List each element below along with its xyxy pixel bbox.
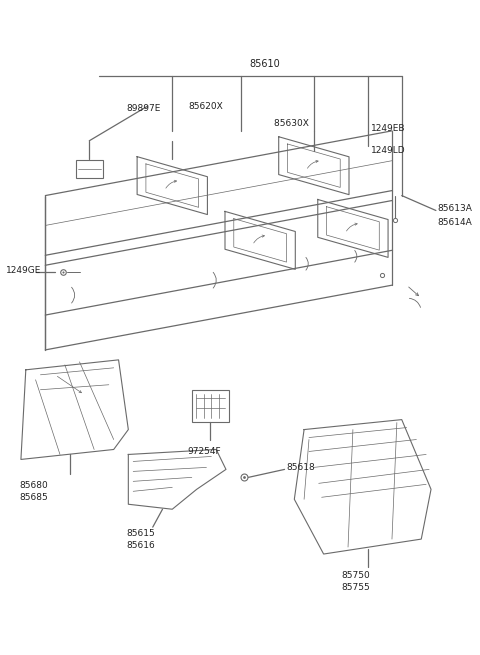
Text: 85615: 85615 (126, 529, 155, 538)
Text: 85750: 85750 (341, 571, 370, 580)
Text: 85616: 85616 (126, 541, 155, 550)
Text: 85620X: 85620X (189, 102, 224, 111)
Text: 85755: 85755 (341, 583, 370, 592)
Text: 1249LD: 1249LD (371, 146, 405, 155)
Text: 85613A: 85613A (437, 204, 472, 213)
Text: 85618: 85618 (287, 463, 315, 472)
Text: 1249EB: 1249EB (371, 124, 405, 133)
Text: 97254F: 97254F (187, 447, 220, 457)
Text: 85610: 85610 (250, 59, 280, 69)
Text: 85685: 85685 (19, 493, 48, 502)
Text: 85614A: 85614A (437, 218, 472, 227)
Text: 1249GE: 1249GE (6, 266, 42, 274)
Text: 85680: 85680 (19, 481, 48, 491)
Text: 89897E: 89897E (126, 104, 161, 113)
Text: 85630X: 85630X (274, 119, 312, 128)
